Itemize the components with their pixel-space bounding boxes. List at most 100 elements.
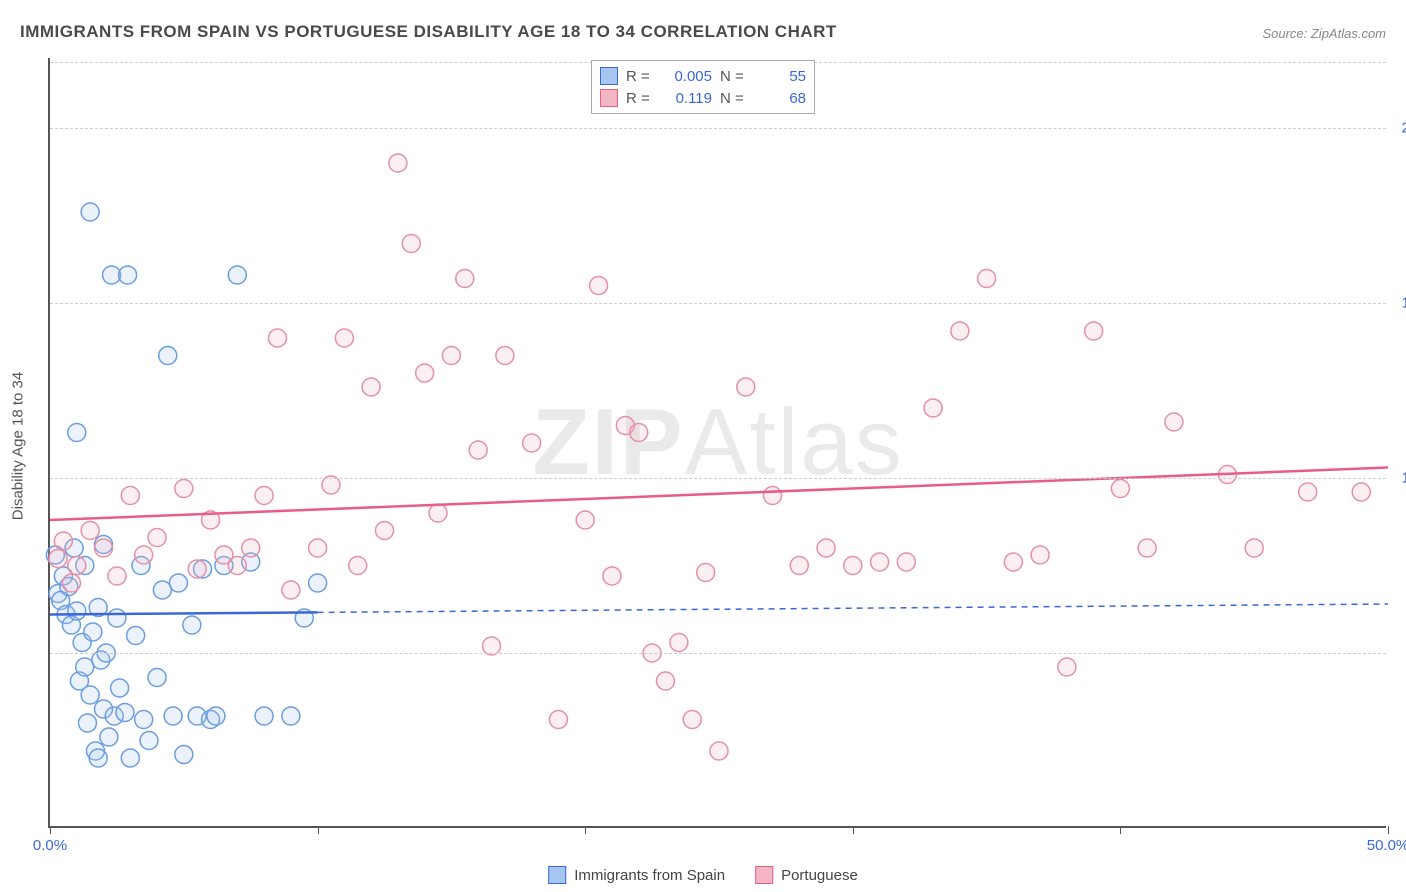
scatter-point: [121, 749, 139, 767]
stats-panel: R =0.005N =55R =0.119N =68: [591, 60, 815, 114]
scatter-point: [228, 557, 246, 575]
scatter-point: [697, 564, 715, 582]
xtick: [585, 826, 586, 834]
stats-swatch: [600, 67, 618, 85]
scatter-point: [844, 557, 862, 575]
scatter-point: [183, 616, 201, 634]
xtick-label: 0.0%: [33, 837, 67, 854]
scatter-point: [376, 522, 394, 540]
scatter-point: [49, 550, 67, 568]
gridline-h: [50, 303, 1386, 304]
scatter-point: [207, 707, 225, 725]
scatter-point: [255, 707, 273, 725]
xtick: [50, 826, 51, 834]
scatter-point: [897, 553, 915, 571]
scatter-point: [111, 679, 129, 697]
scatter-point: [127, 627, 145, 645]
ytick-label: 5.0%: [1390, 645, 1406, 662]
scatter-point: [159, 347, 177, 365]
scatter-point: [103, 266, 121, 284]
scatter-point: [135, 711, 153, 729]
scatter-point: [108, 609, 126, 627]
scatter-point: [335, 329, 353, 347]
scatter-point: [549, 711, 567, 729]
scatter-point: [255, 487, 273, 505]
xtick: [318, 826, 319, 834]
trend-line-dashed: [318, 604, 1388, 612]
scatter-point: [951, 322, 969, 340]
ytick-label: 10.0%: [1390, 470, 1406, 487]
scatter-point: [469, 441, 487, 459]
scatter-point: [1245, 539, 1263, 557]
scatter-point: [164, 707, 182, 725]
scatter-point: [100, 728, 118, 746]
legend-swatch-portuguese: [755, 866, 773, 884]
scatter-point: [268, 329, 286, 347]
scatter-point: [871, 553, 889, 571]
scatter-point: [764, 487, 782, 505]
scatter-point: [978, 270, 996, 288]
scatter-point: [175, 480, 193, 498]
scatter-point: [416, 364, 434, 382]
stat-r-value: 0.119: [662, 90, 712, 107]
gridline-h: [50, 478, 1386, 479]
scatter-point: [790, 557, 808, 575]
scatter-point: [1004, 553, 1022, 571]
scatter-point: [442, 347, 460, 365]
scatter-point: [81, 686, 99, 704]
stat-n-label: N =: [720, 90, 748, 107]
scatter-point: [429, 504, 447, 522]
scatter-point: [81, 203, 99, 221]
scatter-point: [496, 347, 514, 365]
scatter-point: [282, 707, 300, 725]
legend-item-portuguese: Portuguese: [755, 866, 858, 884]
scatter-point: [603, 567, 621, 585]
ytick-label: 20.0%: [1390, 120, 1406, 137]
scatter-point: [523, 434, 541, 452]
scatter-point: [81, 522, 99, 540]
legend-item-spain: Immigrants from Spain: [548, 866, 725, 884]
scatter-point: [710, 742, 728, 760]
scatter-point: [108, 567, 126, 585]
scatter-point: [228, 266, 246, 284]
bottom-legend: Immigrants from Spain Portuguese: [548, 866, 858, 884]
scatter-point: [78, 714, 96, 732]
scatter-point: [1111, 480, 1129, 498]
scatter-point: [242, 539, 260, 557]
scatter-point: [153, 581, 171, 599]
scatter-point: [1165, 413, 1183, 431]
scatter-point: [84, 623, 102, 641]
stat-r-value: 0.005: [662, 68, 712, 85]
scatter-point: [68, 557, 86, 575]
scatter-point: [121, 487, 139, 505]
scatter-point: [683, 711, 701, 729]
scatter-point: [402, 235, 420, 253]
scatter-point: [116, 704, 134, 722]
scatter-point: [349, 557, 367, 575]
scatter-point: [89, 749, 107, 767]
scatter-point: [1085, 322, 1103, 340]
scatter-point: [456, 270, 474, 288]
xtick: [1388, 826, 1389, 834]
scatter-point: [68, 424, 86, 442]
xtick: [1120, 826, 1121, 834]
scatter-point: [590, 277, 608, 295]
source-attribution: Source: ZipAtlas.com: [1262, 26, 1386, 41]
scatter-point: [1031, 546, 1049, 564]
chart-title: IMMIGRANTS FROM SPAIN VS PORTUGUESE DISA…: [20, 22, 837, 42]
scatter-point: [169, 574, 187, 592]
scatter-point: [282, 581, 300, 599]
xtick-label: 50.0%: [1367, 837, 1406, 854]
scatter-point: [54, 532, 72, 550]
stat-r-label: R =: [626, 90, 654, 107]
scatter-point: [119, 266, 137, 284]
scatter-point: [148, 669, 166, 687]
stats-swatch: [600, 89, 618, 107]
stat-n-value: 68: [756, 90, 806, 107]
scatter-point: [1138, 539, 1156, 557]
scatter-point: [188, 560, 206, 578]
scatter-point: [1058, 658, 1076, 676]
scatter-point: [309, 539, 327, 557]
stats-row: R = 0.119 N = 68: [600, 87, 806, 109]
xtick: [853, 826, 854, 834]
